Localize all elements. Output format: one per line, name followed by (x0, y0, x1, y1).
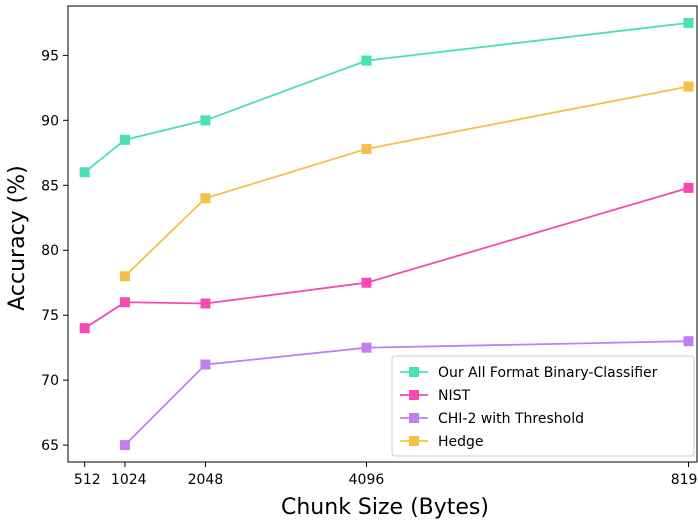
series-2-marker-3 (683, 336, 694, 347)
series-2-marker-0 (119, 440, 130, 451)
series-1-marker-4 (683, 182, 694, 193)
series-line-2 (124, 340, 689, 446)
x-tick-label-2: 2048 (188, 472, 224, 488)
series-0-marker-1 (119, 134, 130, 145)
y-tick-label-4: 85 (41, 178, 59, 194)
y-axis-label: Accuracy (%) (5, 165, 30, 311)
series-0-marker-4 (683, 17, 694, 28)
x-axis-label: Chunk Size (Bytes) (281, 495, 489, 520)
y-tick-label-2: 75 (41, 308, 59, 324)
legend-marker-1 (409, 390, 419, 400)
series-1-marker-2 (200, 298, 211, 309)
series-0-marker-0 (79, 167, 90, 178)
series-line-1 (84, 187, 689, 329)
series-1-marker-0 (79, 323, 90, 334)
series-1-marker-3 (361, 277, 372, 288)
series-1-marker-1 (119, 297, 130, 308)
legend-marker-2 (409, 413, 419, 423)
legend-box (391, 355, 695, 457)
y-tick-label-1: 70 (41, 373, 59, 389)
legend-marker-0 (409, 367, 419, 377)
series-3-marker-2 (361, 143, 372, 154)
x-tick-label-4: 8192 (671, 472, 698, 488)
series-0-marker-2 (200, 115, 211, 126)
y-tick-label-0: 65 (41, 438, 59, 454)
series-3-marker-0 (119, 271, 130, 282)
x-tick-label-1: 1024 (111, 472, 147, 488)
y-tick-label-3: 80 (41, 243, 59, 259)
legend-marker-3 (409, 436, 419, 446)
series-3-marker-1 (200, 193, 211, 204)
legend-label-0: Our All Format Binary-Classifier (438, 365, 658, 381)
series-line-0 (84, 22, 689, 173)
series-line-3 (124, 85, 689, 277)
series-3-marker-3 (683, 81, 694, 92)
legend: Our All Format Binary-Classifier NIST CHI-… (391, 355, 695, 457)
series-2-marker-2 (361, 342, 372, 353)
legend-label-3: Hedge (438, 434, 484, 450)
plot-frame (67, 5, 698, 463)
series-0-marker-3 (361, 55, 372, 66)
x-tick-label-0: 512 (74, 472, 101, 488)
x-tick-label-3: 4096 (349, 472, 385, 488)
legend-label-2: CHI-2 with Threshold (438, 411, 584, 427)
y-tick-label-6: 95 (41, 48, 59, 64)
series-2-marker-1 (200, 359, 211, 370)
legend-label-1: NIST (438, 388, 470, 404)
y-tick-label-5: 90 (41, 113, 59, 129)
